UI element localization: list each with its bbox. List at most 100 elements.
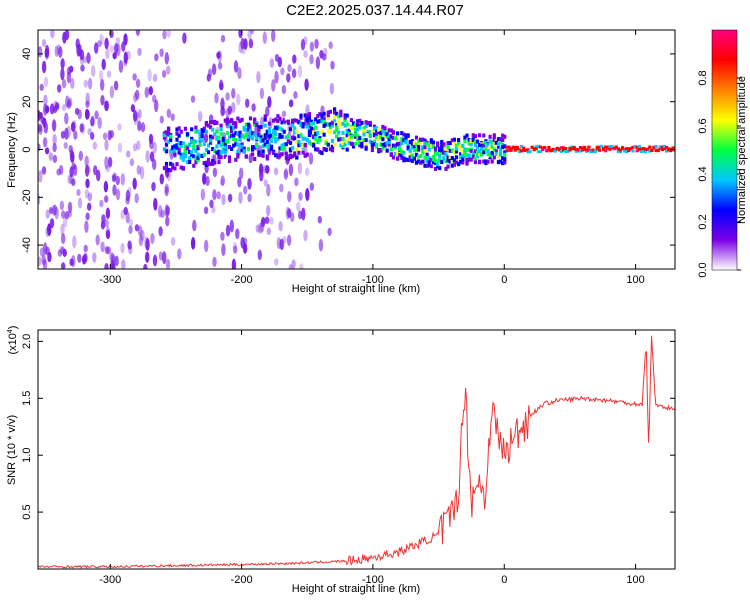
spectrogram-cell [488,145,492,150]
spectrogram-cell [499,137,503,142]
spectrogram-cell [233,245,238,254]
spectrogram-cell [301,207,306,221]
spectrogram-cell [389,128,393,133]
spectrogram-cell [644,147,648,151]
spectrogram-cell [85,100,90,109]
spectrogram-cell [312,142,316,147]
spectrogram-cell [121,41,126,52]
spectrogram-cell [595,147,599,151]
spectrogram-cell [324,122,328,127]
spectrogram-cell [625,147,629,151]
spectrogram-cell [393,151,398,156]
spectrogram-cell [467,141,471,146]
spectrogram-cell [167,167,171,172]
spectrogram-cell [274,117,278,122]
spectrogram-cell [300,38,306,51]
spectrogram-cell [465,161,469,166]
spectrogram-cell [227,135,232,140]
spectrogram-cell [343,123,347,128]
spectrogram-cell [379,135,383,140]
spectrogram-cell [137,108,142,119]
spectrogram-cell [196,155,200,160]
spectrogram-cell [673,148,675,152]
spectrogram-cell [457,143,461,148]
spectrogram-cell [238,137,242,142]
spectrogram-cell [127,187,132,199]
spectrogram-cell [109,130,115,139]
spectrogram-cell [337,130,341,135]
snr-y-tick-label: 0.5 [21,504,33,519]
spectrogram-cell [320,119,324,124]
spectrogram-cell [269,58,275,68]
spectrogram-cell [267,95,272,109]
spectrogram-cell [273,167,279,176]
spectrogram-cell [478,160,482,165]
spectrogram-cell [419,160,423,165]
spectrogram-cell [230,129,234,134]
spectrogram-cell [132,177,137,190]
spectrogram-cell [91,64,96,78]
spectrogram-cell [291,123,295,128]
spectrogram-cell [417,145,421,149]
spectrogram-cell [196,144,200,149]
spectrogram-cell [136,165,141,175]
spectrogram-cell [490,151,494,155]
spectrogram-cell [164,130,169,135]
spectrogram-cell [446,158,450,163]
spectrogram-cell [530,145,534,149]
spectrogram-cell [585,148,589,152]
spectrogram-cell [277,56,282,68]
spectrogram-cell [581,146,585,150]
spectrogram-cell [95,234,100,246]
spectrogram-cell [328,109,332,114]
spectrogram-cell [111,174,117,183]
spectrogram-cell [570,145,574,149]
spectrogram-cell [368,120,372,125]
spectrogram-cell [454,160,459,165]
spectrogram-cell [501,145,505,150]
spectrogram-cell [265,164,270,174]
spectrogram-cell [480,143,484,148]
spectrogram-cell [272,118,276,123]
spectrogram-cell [262,165,268,174]
spectrogram-cell [547,145,551,149]
spectrogram-cell [259,139,263,144]
spectrogram-cell [304,78,309,91]
spectrogram-cell [115,188,121,201]
spectrogram-cell [547,148,551,152]
spectrogram-cell [120,209,125,220]
spectrogram-cell [301,124,305,129]
spectrogram-cell [118,60,124,73]
spectrogram-cell [486,143,490,148]
spectrogram-cell [330,138,335,143]
spectrogram-cell [98,69,104,82]
spectrogram-cell [646,147,650,151]
spectrogram-cell [440,145,444,150]
spectrogram-cell [660,145,664,149]
spectrogram-cell [293,151,297,156]
spectrogram-cell [299,133,303,138]
spectrogram-cell [448,141,452,145]
spectrogram-cell [375,135,379,140]
snr-x-tick-label: 0 [501,574,507,586]
spectrogram-cell [227,145,232,149]
spectrogram-cell [337,119,341,124]
spectrogram-cell [492,133,496,138]
spectrogram-cell [230,126,234,131]
spectrogram-cell [225,139,229,143]
spectrogram-cell [158,251,164,261]
spectrogram-cell [431,144,435,149]
spectrogram-cell [351,134,356,139]
spectrogram-cell [341,136,345,141]
spectrogram-cell [145,251,150,263]
spectrogram-cell [442,156,446,161]
spectrogram-cell [221,136,225,141]
spectrogram-cell [604,149,608,153]
spectrogram-cell [246,122,250,127]
spectrogram-cell [295,139,299,144]
spectrogram-cell [192,144,196,149]
spectrogram-cell [209,199,214,209]
spectrogram-cell [205,175,210,187]
spectrogram-cell [457,141,461,145]
spectrogram-cell [227,193,233,203]
